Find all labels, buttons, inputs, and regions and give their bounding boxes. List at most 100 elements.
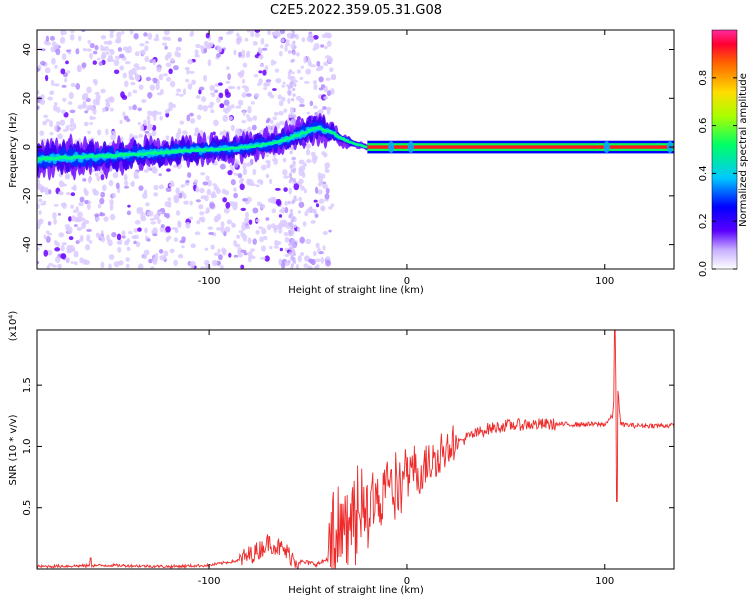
noise-blob <box>207 179 212 187</box>
noise-blob <box>57 212 62 216</box>
noise-blob <box>205 43 210 49</box>
noise-blob <box>182 130 188 136</box>
noise-blob <box>55 48 61 56</box>
noise-blob <box>312 35 319 40</box>
noise-blob <box>210 109 215 114</box>
noise-blob <box>292 260 297 264</box>
noise-blob <box>94 44 99 51</box>
noise-blob <box>165 135 170 141</box>
noise-blob <box>281 38 285 43</box>
noise-blob <box>136 66 141 71</box>
noise-blob <box>175 46 182 51</box>
noise-blob <box>252 207 259 214</box>
noise-blob <box>143 32 148 37</box>
noise-blob <box>221 247 226 253</box>
noise-blob <box>38 198 43 203</box>
noise-blob <box>105 51 110 55</box>
noise-blob <box>224 107 230 114</box>
noise-blob <box>48 189 52 195</box>
noise-blob <box>291 71 295 75</box>
noise-blob <box>267 91 273 96</box>
noise-blob <box>292 179 296 184</box>
noise-blob <box>246 50 251 55</box>
noise-blob <box>158 184 165 190</box>
noise-blob <box>263 235 268 241</box>
noise-blob <box>190 263 195 269</box>
noise-blob <box>100 88 106 94</box>
noise-blob <box>152 58 156 66</box>
noise-blob <box>155 33 159 40</box>
noise-blob <box>210 244 215 250</box>
noise-blob <box>111 231 117 238</box>
noise-blob <box>216 213 222 221</box>
noise-blob <box>225 80 231 84</box>
noise-blob <box>147 91 153 99</box>
noise-blob <box>162 255 167 260</box>
noise-blob <box>86 234 91 242</box>
noise-blob <box>233 192 239 199</box>
noise-blob <box>305 238 312 245</box>
noise-blob <box>157 111 162 115</box>
noise-blob <box>175 210 181 216</box>
noise-blob <box>284 42 291 47</box>
noise-blob <box>289 106 295 113</box>
noise-blob <box>290 119 294 123</box>
noise-blob <box>292 257 296 261</box>
noise-blob <box>312 105 318 109</box>
noise-blob <box>119 65 125 71</box>
noise-blob <box>50 46 56 53</box>
noise-blob <box>69 127 74 132</box>
noise-blob <box>95 98 101 106</box>
noise-blob <box>292 199 296 204</box>
noise-blob <box>65 172 70 178</box>
noise-blob <box>56 120 61 127</box>
noise-blob <box>60 253 67 260</box>
noise-blob <box>84 244 91 251</box>
noise-blob <box>296 95 302 101</box>
noise-blob <box>133 170 139 178</box>
noise-blob <box>290 97 295 102</box>
noise-blob <box>325 106 332 112</box>
noise-blob <box>287 50 292 54</box>
noise-blob <box>236 234 241 239</box>
noise-blob <box>173 237 179 243</box>
noise-blob <box>174 50 179 57</box>
noise-blob <box>206 188 212 196</box>
noise-blob <box>61 242 68 246</box>
noise-blob <box>65 124 70 131</box>
noise-blob <box>313 199 318 203</box>
noise-blob <box>117 246 122 253</box>
noise-blob <box>165 112 170 118</box>
noise-blob <box>122 72 127 79</box>
noise-blob <box>139 43 145 47</box>
noise-blob <box>108 55 113 60</box>
noise-blob <box>291 241 295 246</box>
noise-blob <box>315 203 320 208</box>
noise-blob <box>120 91 125 99</box>
noise-blob <box>293 183 300 191</box>
noise-blob <box>168 68 173 75</box>
snr-frame <box>36 329 675 570</box>
noise-blob <box>200 45 205 51</box>
noise-blob <box>298 196 303 202</box>
noise-blob <box>86 105 90 112</box>
noise-blob <box>97 129 102 136</box>
noise-blob <box>305 143 311 150</box>
noise-blob <box>37 105 40 110</box>
noise-blob <box>289 246 293 251</box>
noise-blob <box>238 230 244 234</box>
noise-blob <box>174 227 179 234</box>
noise-blob <box>100 261 105 269</box>
noise-blob <box>325 259 331 267</box>
noise-blob <box>86 203 91 210</box>
noise-blob <box>60 109 66 114</box>
noise-blob <box>253 74 259 78</box>
noise-blob <box>298 103 305 108</box>
noise-blob <box>207 226 214 230</box>
noise-blob <box>37 178 41 186</box>
colorbar-ticks: 0.0 0.2 0.4 0.6 0.8 <box>698 70 737 277</box>
noise-blob <box>178 192 183 199</box>
noise-blob <box>275 198 282 206</box>
noise-blob <box>245 211 250 218</box>
noise-blob <box>68 216 72 222</box>
